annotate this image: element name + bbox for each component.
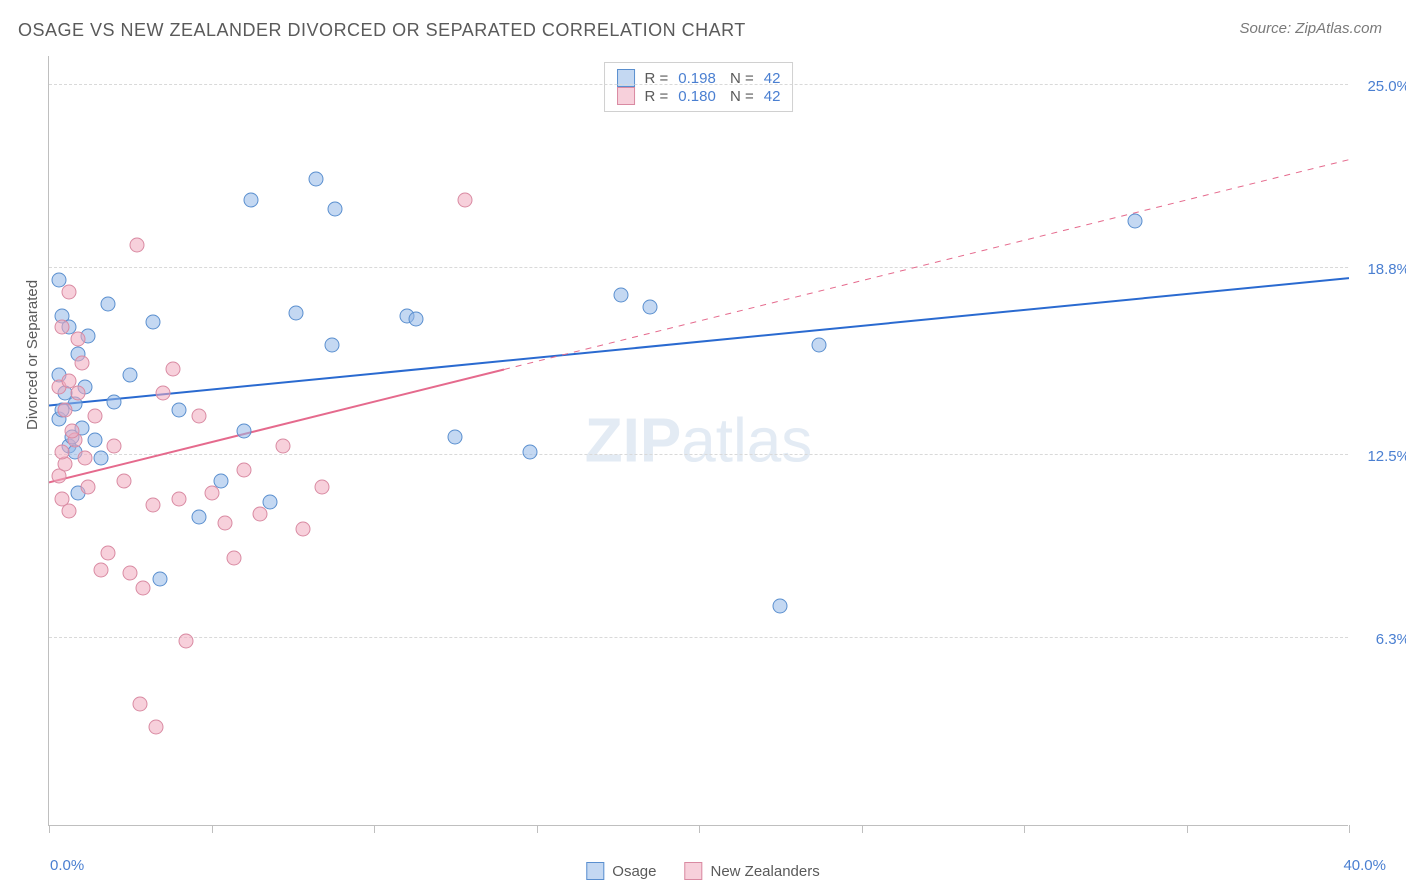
data-point [155,385,170,400]
data-point [308,172,323,187]
x-tick [1187,825,1188,833]
data-point [123,566,138,581]
data-point [1127,213,1142,228]
data-point [276,438,291,453]
data-point [172,403,187,418]
data-point [643,299,658,314]
y-tick-label: 18.8% [1367,261,1406,278]
data-point [146,314,161,329]
swatch-nz [617,87,635,105]
x-tick [862,825,863,833]
data-point [165,361,180,376]
gridline [49,637,1348,638]
data-point [237,462,252,477]
data-point [136,581,151,596]
data-point [253,507,268,522]
source-label: Source: ZipAtlas.com [1239,20,1382,37]
data-point [107,438,122,453]
swatch-osage-b [586,862,604,880]
data-point [146,498,161,513]
data-point [409,311,424,326]
data-point [94,450,109,465]
data-point [773,598,788,613]
y-tick-label: 25.0% [1367,78,1406,95]
data-point [523,444,538,459]
data-point [55,320,70,335]
data-point [243,193,258,208]
data-point [87,433,102,448]
data-point [614,287,629,302]
legend-item-osage: Osage [586,862,656,880]
data-point [107,394,122,409]
x-tick [374,825,375,833]
data-point [71,385,86,400]
data-point [55,444,70,459]
data-point [237,424,252,439]
chart-title: OSAGE VS NEW ZEALANDER DIVORCED OR SEPAR… [18,20,746,41]
gridline [49,454,1348,455]
data-point [227,551,242,566]
x-tick [49,825,50,833]
data-point [61,373,76,388]
y-tick-label: 12.5% [1367,448,1406,465]
x-tick [699,825,700,833]
data-point [94,563,109,578]
data-point [77,450,92,465]
watermark: ZIPatlas [585,405,812,476]
data-point [71,332,86,347]
data-point [191,510,206,525]
x-tick [212,825,213,833]
y-axis-label: Divorced or Separated [24,280,41,430]
data-point [191,409,206,424]
data-point [129,237,144,252]
legend-stats: R =0.198 N =42 R =0.180 N =42 [604,62,794,112]
data-point [100,545,115,560]
x-tick [1024,825,1025,833]
data-point [123,367,138,382]
data-point [152,572,167,587]
data-point [87,409,102,424]
x-axis-start: 0.0% [50,857,84,874]
data-point [458,193,473,208]
trend-lines [49,56,1349,826]
data-point [812,338,827,353]
legend-row-nz: R =0.180 N =42 [617,87,781,105]
data-point [133,696,148,711]
correlation-chart: OSAGE VS NEW ZEALANDER DIVORCED OR SEPAR… [0,0,1406,892]
data-point [315,480,330,495]
data-point [64,424,79,439]
data-point [178,634,193,649]
data-point [289,305,304,320]
data-point [328,202,343,217]
legend-series: Osage New Zealanders [586,862,819,880]
data-point [324,338,339,353]
legend-item-nz: New Zealanders [684,862,819,880]
data-point [295,521,310,536]
swatch-nz-b [684,862,702,880]
data-point [116,474,131,489]
data-point [217,515,232,530]
data-point [58,403,73,418]
gridline [49,267,1348,268]
data-point [172,492,187,507]
x-tick [537,825,538,833]
x-axis-end: 40.0% [1343,857,1386,874]
y-tick-label: 6.3% [1376,631,1406,648]
plot-area: ZIPatlas R =0.198 N =42 R =0.180 N =42 6… [48,56,1348,826]
data-point [61,504,76,519]
data-point [81,480,96,495]
x-tick [1349,825,1350,833]
data-point [100,296,115,311]
data-point [74,356,89,371]
data-point [149,720,164,735]
gridline [49,84,1348,85]
data-point [61,284,76,299]
data-point [448,430,463,445]
data-point [204,486,219,501]
